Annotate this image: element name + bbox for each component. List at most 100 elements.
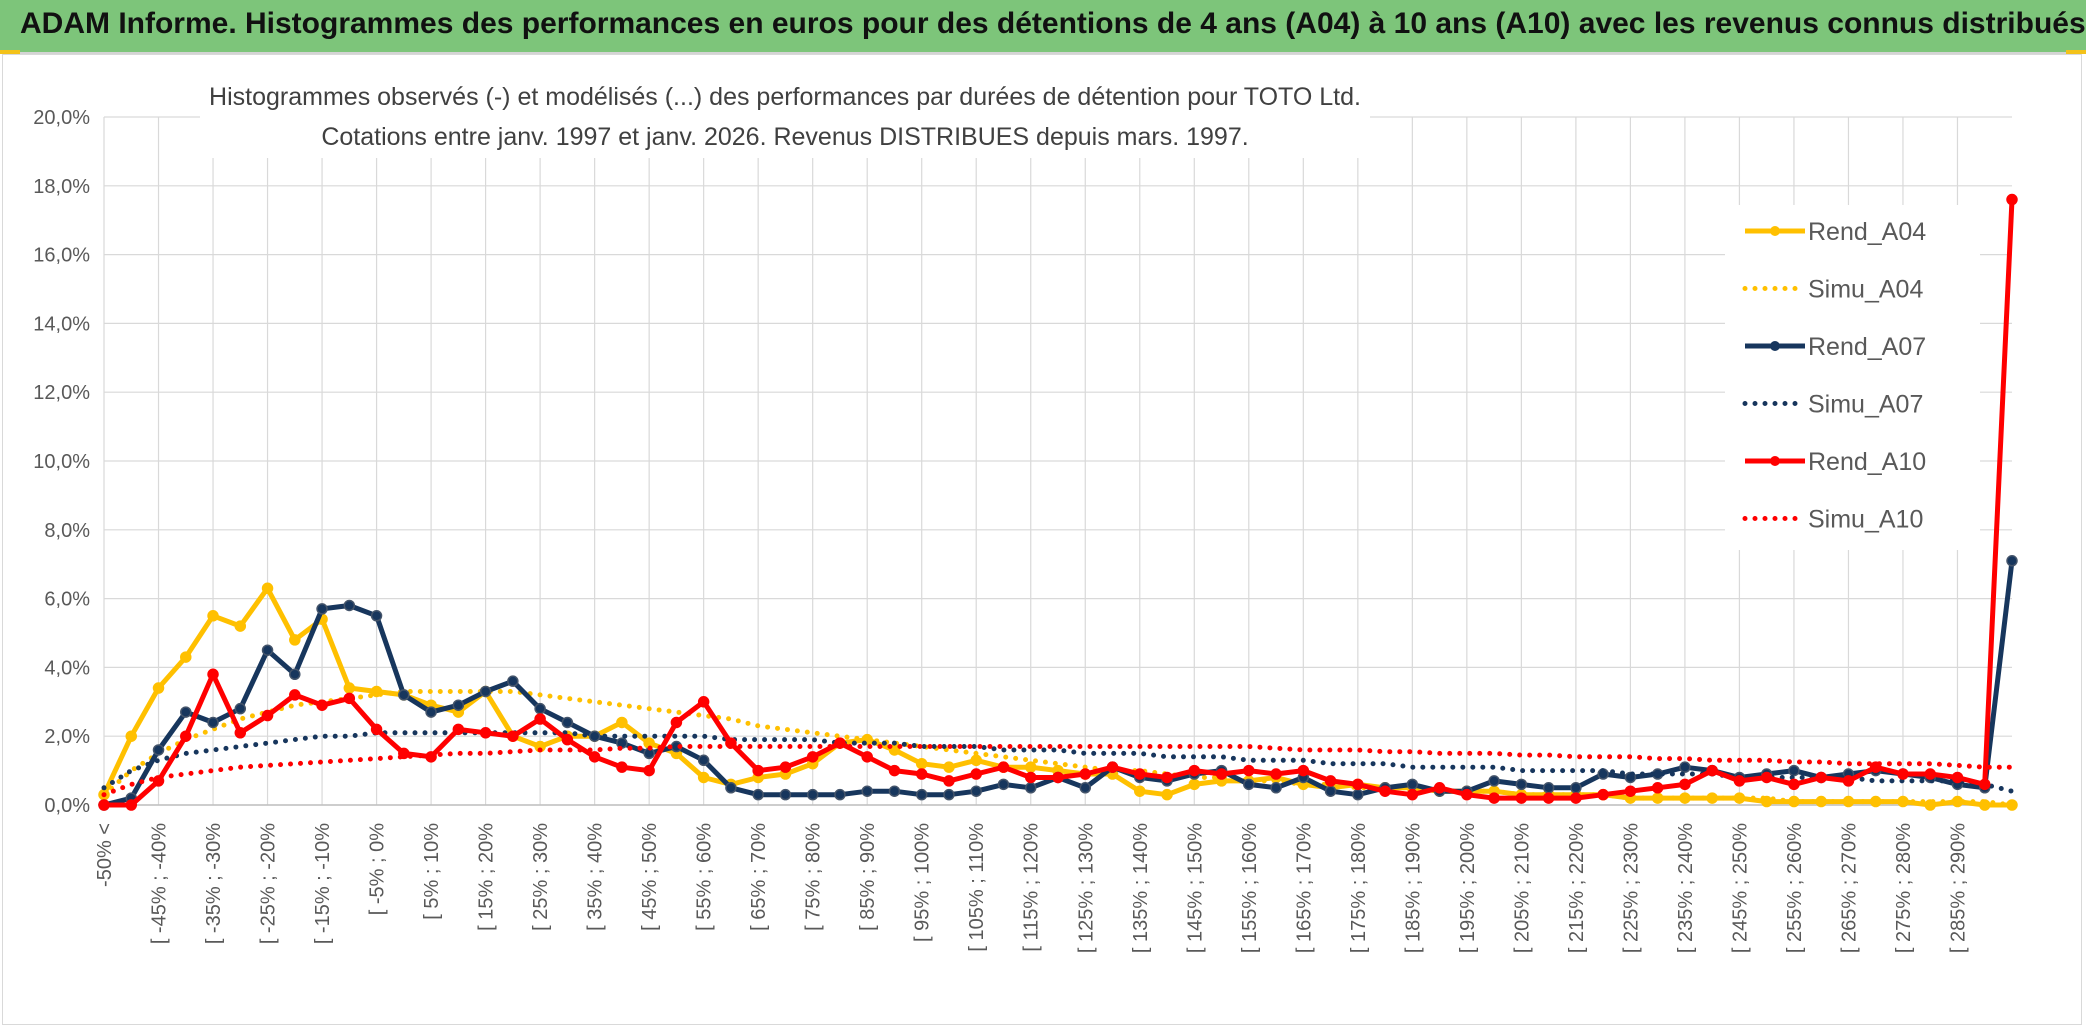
y-tick-label: 8,0%: [44, 520, 90, 542]
data-point-rend-a10: [1270, 768, 1282, 780]
corner-accent-right: [2066, 50, 2086, 54]
data-point-rend-a04: [1161, 788, 1173, 801]
data-point-rend-a10: [1052, 771, 1064, 784]
data-point-rend-a10: [370, 723, 383, 736]
series-line-simu-a07: [101, 730, 2015, 794]
data-point-rend-a10: [234, 727, 247, 739]
y-tick-label: 4,0%: [44, 657, 90, 679]
x-tick-label: [ 285% ; 290%: [1947, 823, 1969, 953]
data-point-rend-a10: [261, 709, 274, 722]
data-point-rend-a04: [343, 682, 356, 694]
x-tick-label: [ 245% ; 250%: [1729, 823, 1751, 953]
data-point-rend-a10: [1760, 771, 1773, 784]
x-tick-label: [ 205% ; 210%: [1511, 823, 1533, 953]
data-point-rend-a10: [479, 727, 492, 739]
data-point-rend-a07: [534, 702, 546, 715]
data-point-rend-a10: [1461, 788, 1473, 801]
data-point-rend-a04: [234, 620, 247, 632]
x-tick-label: [ 125% ; 130%: [1075, 823, 1097, 953]
data-point-rend-a07: [915, 788, 928, 801]
data-point-rend-a07: [1788, 764, 1800, 777]
data-point-rend-a07: [207, 716, 219, 729]
chart-frame: [2, 54, 2082, 1025]
data-point-rend-a10: [970, 768, 982, 780]
data-point-rend-a10: [1924, 768, 1936, 780]
data-point-rend-a10: [806, 751, 819, 763]
data-point-rend-a07: [1024, 782, 1037, 794]
data-point-rend-a10: [561, 733, 574, 746]
data-point-rend-a10: [1842, 775, 1855, 787]
data-point-rend-a10: [1352, 778, 1364, 791]
data-point-rend-a07: [697, 754, 710, 767]
data-point-rend-a10: [1624, 785, 1637, 797]
data-point-rend-a10: [343, 692, 356, 705]
x-tick-label: [ -35% ; -30%: [203, 823, 225, 944]
x-tick-label: -50% <: [94, 823, 116, 887]
data-point-rend-a10: [1978, 778, 1991, 791]
data-point-rend-a07: [725, 782, 737, 794]
data-point-rend-a07: [561, 716, 574, 729]
data-point-rend-a10: [779, 761, 792, 773]
data-point-rend-a10: [1542, 792, 1555, 804]
data-point-rend-a07: [1488, 775, 1500, 787]
data-point-rend-a10: [98, 799, 110, 811]
data-point-rend-a07: [1679, 761, 1691, 773]
x-tick-label: [ 135% ; 140%: [1130, 823, 1152, 953]
data-point-rend-a10: [1134, 768, 1146, 780]
data-point-rend-a10: [1488, 792, 1500, 804]
x-tick-label: [ 85% ; 90%: [857, 823, 879, 931]
data-point-rend-a07: [507, 675, 519, 687]
data-point-rend-a07: [370, 610, 383, 622]
x-tick-label: [ -25% ; -20%: [258, 823, 280, 944]
x-tick-label: [ 215% ; 220%: [1566, 823, 1588, 953]
x-tick-label: [ 175% ; 180%: [1348, 823, 1370, 953]
x-tick-label: [ 15% ; 20%: [476, 823, 498, 931]
data-point-rend-a10: [888, 764, 901, 777]
x-tick-label: [ 115% ; 120%: [1021, 823, 1043, 952]
data-point-rend-a07: [1570, 782, 1582, 794]
x-tick-label: [ 25% ; 30%: [530, 823, 552, 931]
data-point-rend-a07: [479, 685, 492, 698]
x-tick-label: [ 165% ; 170%: [1293, 823, 1315, 953]
data-point-rend-a10: [670, 716, 683, 729]
data-point-rend-a07: [234, 702, 247, 715]
y-tick-label: 0,0%: [44, 795, 90, 817]
data-point-rend-a07: [1515, 778, 1528, 791]
data-point-rend-a07: [1270, 782, 1282, 794]
legend-marker-rend-a07: [1770, 341, 1780, 351]
chart-title-line2: Cotations entre janv. 1997 et janv. 2026…: [321, 123, 1248, 151]
data-point-rend-a07: [943, 788, 955, 801]
data-point-rend-a10: [125, 799, 138, 811]
data-point-rend-a10: [616, 761, 628, 773]
x-tick-label: [ 155% ; 160%: [1239, 823, 1261, 953]
data-point-rend-a04: [616, 716, 628, 729]
x-tick-label: [ 75% ; 80%: [803, 823, 825, 931]
data-point-rend-a07: [1079, 782, 1092, 794]
data-point-rend-a10: [1188, 764, 1201, 777]
data-point-rend-a10: [1161, 771, 1173, 784]
y-tick-label: 16,0%: [33, 245, 90, 267]
data-point-rend-a07: [152, 744, 165, 756]
x-tick-label: [ 225% ; 230%: [1620, 823, 1642, 953]
data-point-rend-a07: [2006, 555, 2018, 567]
data-point-rend-a07: [398, 689, 410, 701]
data-point-rend-a10: [1324, 775, 1337, 787]
data-point-rend-a10: [1597, 788, 1609, 801]
data-point-rend-a10: [1570, 792, 1582, 804]
data-point-rend-a10: [752, 764, 764, 777]
data-point-rend-a10: [915, 768, 928, 780]
data-point-rend-a07: [779, 788, 792, 801]
data-point-rend-a10: [316, 699, 328, 711]
y-tick-label: 14,0%: [33, 313, 90, 335]
legend-label-rend-a04: Rend_A04: [1808, 218, 1926, 246]
data-point-rend-a10: [207, 668, 219, 681]
data-point-rend-a10: [1433, 782, 1446, 794]
data-point-rend-a07: [970, 785, 982, 797]
x-tick-label: [ -5% ; 0%: [367, 823, 389, 915]
data-point-rend-a10: [1897, 768, 1909, 780]
data-point-rend-a07: [888, 785, 901, 797]
data-point-rend-a10: [1788, 778, 1800, 791]
data-point-rend-a10: [1297, 764, 1310, 777]
data-point-rend-a10: [1815, 771, 1827, 784]
x-tick-label: [ 35% ; 40%: [585, 823, 607, 931]
